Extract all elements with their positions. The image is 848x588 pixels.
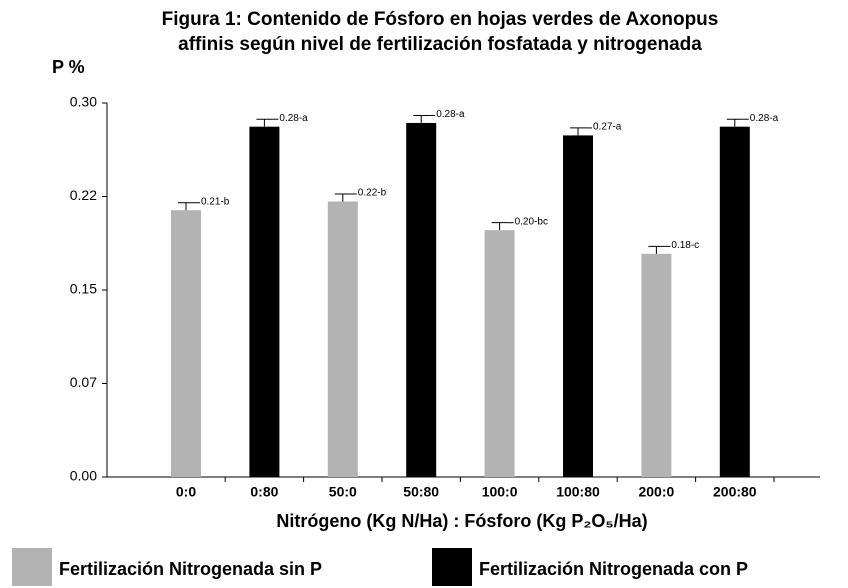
value-label: 0.28-a (750, 113, 779, 124)
y-axis-label: P % (52, 57, 85, 77)
legend-label: Fertilización Nitrogenada con P (479, 559, 748, 579)
bar (563, 135, 593, 477)
value-label: 0.28-a (436, 109, 465, 120)
y-tick-label: 0.15 (70, 281, 97, 297)
value-label: 0.22-b (358, 188, 387, 199)
error-bar (726, 118, 743, 127)
legend-swatch (12, 548, 52, 586)
value-label: 0.18-c (671, 240, 699, 251)
bar (171, 210, 201, 478)
bar (719, 126, 750, 477)
bar (249, 126, 280, 477)
y-tick-label: 0.00 (70, 468, 97, 484)
chart-title: affinis según nivel de fertilización fos… (178, 34, 702, 55)
value-label: 0.21-b (201, 196, 230, 207)
value-label: 0.28-a (279, 113, 308, 124)
error-bar (178, 202, 194, 211)
chart-title: Figura 1: Contenido de Fósforo en hojas … (162, 9, 719, 30)
error-bar (334, 193, 351, 202)
x-tick-label: 0:80 (250, 484, 278, 500)
y-tick-label: 0.22 (70, 187, 97, 203)
error-bar (648, 245, 665, 254)
value-label: 0.27-a (593, 122, 622, 133)
y-tick-label: 0.30 (70, 94, 97, 110)
error-bar (570, 127, 586, 136)
x-tick-label: 200:0 (638, 484, 674, 500)
x-tick-label: 50:80 (403, 484, 439, 500)
bar (484, 230, 515, 477)
value-label: 0.20-bc (515, 216, 548, 227)
y-tick-label: 0.07 (70, 374, 97, 390)
x-tick-label: 200:80 (713, 484, 757, 500)
x-tick-label: 100:0 (482, 484, 518, 500)
x-tick-label: 100:80 (556, 484, 600, 500)
bar (406, 122, 437, 478)
bar (327, 201, 358, 477)
x-axis-label: Nitrógeno (Kg N/Ha) : Fósforo (Kg P₂O₅/H… (276, 511, 647, 531)
legend-label: Fertilización Nitrogenada sin P (59, 559, 322, 579)
x-tick-label: 0:0 (176, 484, 196, 500)
error-bar (491, 222, 508, 231)
bar (641, 253, 672, 477)
error-bar (413, 114, 430, 123)
x-tick-label: 50:0 (329, 484, 357, 500)
legend-swatch (432, 548, 472, 586)
error-bar (256, 118, 273, 127)
